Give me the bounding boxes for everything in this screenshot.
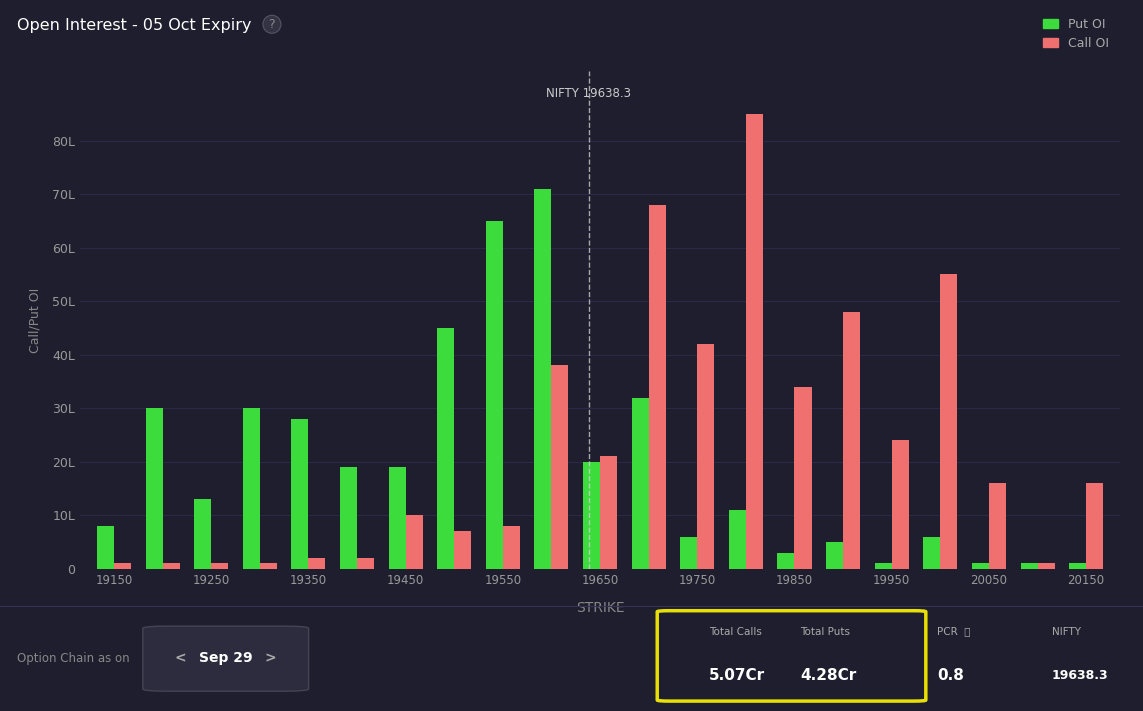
Bar	[680, 537, 697, 569]
Bar	[874, 563, 892, 569]
Text: <: <	[175, 651, 186, 665]
Y-axis label: Call/Put OI: Call/Put OI	[29, 287, 41, 353]
Bar	[162, 563, 179, 569]
Bar	[486, 221, 503, 569]
Legend: Put OI, Call OI: Put OI, Call OI	[1038, 13, 1114, 55]
Text: NIFTY 19638.3: NIFTY 19638.3	[546, 87, 631, 100]
Bar	[211, 563, 229, 569]
Bar	[746, 114, 762, 569]
Bar	[1021, 563, 1038, 569]
Text: Open Interest - 05 Oct Expiry: Open Interest - 05 Oct Expiry	[17, 18, 251, 33]
Bar	[114, 563, 131, 569]
Bar	[600, 456, 617, 569]
Bar	[1069, 563, 1086, 569]
Bar	[406, 515, 423, 569]
Bar	[941, 274, 958, 569]
FancyBboxPatch shape	[657, 611, 926, 701]
Bar	[535, 189, 551, 569]
Bar	[145, 408, 162, 569]
Text: Sep 29: Sep 29	[199, 651, 253, 665]
Bar	[972, 563, 989, 569]
Bar	[438, 328, 454, 569]
Bar	[583, 461, 600, 569]
Bar	[503, 526, 520, 569]
Text: Total Puts: Total Puts	[800, 626, 850, 636]
Bar	[729, 510, 746, 569]
Bar	[844, 312, 861, 569]
Text: 19638.3: 19638.3	[1052, 669, 1109, 683]
Bar	[97, 526, 114, 569]
Bar	[309, 558, 326, 569]
Bar	[259, 563, 277, 569]
Bar	[649, 205, 665, 569]
Bar	[632, 397, 649, 569]
Text: 4.28Cr: 4.28Cr	[800, 668, 856, 683]
Bar	[291, 419, 309, 569]
Bar	[989, 483, 1006, 569]
Bar	[697, 344, 714, 569]
Bar	[892, 440, 909, 569]
Text: Option Chain as on: Option Chain as on	[17, 651, 130, 665]
Text: PCR  ⓘ: PCR ⓘ	[937, 626, 970, 636]
Bar	[357, 558, 374, 569]
X-axis label: STRIKE: STRIKE	[576, 601, 624, 614]
Bar	[924, 537, 941, 569]
Text: NIFTY: NIFTY	[1052, 626, 1080, 636]
Bar	[1038, 563, 1055, 569]
FancyBboxPatch shape	[143, 626, 309, 691]
Bar	[826, 542, 844, 569]
Bar	[389, 467, 406, 569]
Text: Total Calls: Total Calls	[709, 626, 761, 636]
Bar	[794, 387, 812, 569]
Text: 5.07Cr: 5.07Cr	[709, 668, 765, 683]
Bar	[1086, 483, 1103, 569]
Bar	[242, 408, 259, 569]
Text: >: >	[265, 651, 277, 665]
Text: 0.8: 0.8	[937, 668, 965, 683]
Bar	[777, 552, 794, 569]
Bar	[454, 531, 471, 569]
Bar	[194, 499, 211, 569]
Text: ?: ?	[269, 18, 275, 31]
Bar	[341, 467, 357, 569]
Bar	[551, 365, 568, 569]
